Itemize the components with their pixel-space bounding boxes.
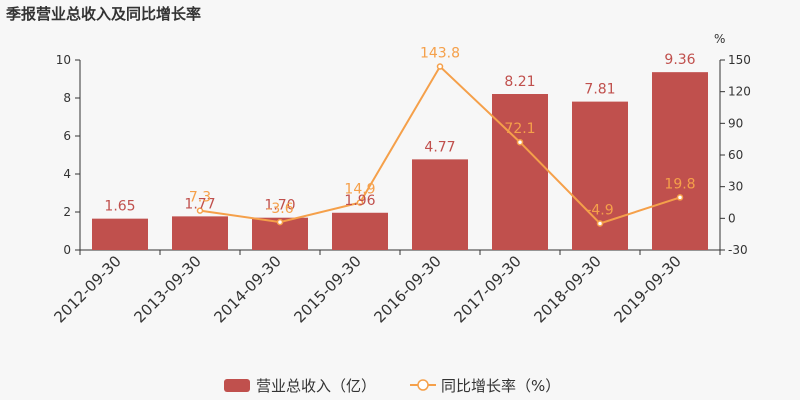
growth-point — [436, 63, 444, 70]
left-axis-tick-label: 2 — [63, 205, 71, 219]
bar-value-label: 1.65 — [104, 199, 135, 215]
legend-swatch-revenue — [224, 379, 250, 392]
chart-title: 季报营业总收入及同比增长率 — [6, 5, 201, 23]
bar — [572, 101, 628, 250]
bar-value-label: 7.81 — [584, 82, 615, 98]
bar-value-label: 1.77 — [184, 196, 215, 212]
legend: 营业总收入（亿） 同比增长率（%） — [224, 377, 560, 395]
growth-point — [196, 207, 204, 214]
bar — [492, 94, 548, 250]
right-axis-tick-label: 150 — [728, 53, 751, 67]
x-axis-tick-label: 2019-09-30 — [610, 252, 684, 326]
bar-value-label: 8.21 — [504, 74, 535, 90]
bar-value-label: 9.36 — [664, 52, 695, 68]
x-axis-tick-label: 2013-09-30 — [130, 252, 204, 326]
right-axis-tick-label: 120 — [728, 85, 751, 99]
growth-value-label: 72.1 — [504, 121, 535, 137]
right-axis-tick-label: -30 — [728, 243, 748, 257]
left-axis-tick-label: 4 — [63, 167, 71, 181]
right-axis-unit: % — [714, 32, 725, 46]
legend-marker-growth — [417, 379, 429, 391]
bar-value-label: 1.70 — [264, 198, 295, 214]
growth-value-label: 14.9 — [344, 182, 375, 198]
x-axis-tick-label: 2015-09-30 — [290, 252, 364, 326]
bar-value-label: 4.77 — [424, 139, 455, 155]
x-axis-tick-label: 2018-09-30 — [530, 252, 604, 326]
bar — [172, 216, 228, 250]
growth-point — [596, 220, 604, 227]
growth-point — [676, 194, 684, 201]
growth-value-label: 7.3 — [189, 190, 211, 206]
right-axis-tick-label: 90 — [728, 116, 743, 130]
x-axis-tick-label: 2014-09-30 — [210, 252, 284, 326]
left-axis-tick-label: 6 — [63, 129, 71, 143]
x-axis-tick-label: 2016-09-30 — [370, 252, 444, 326]
right-axis-tick-label: 60 — [728, 148, 743, 162]
bar — [92, 218, 148, 250]
growth-value-label: -3.6 — [266, 201, 293, 217]
left-axis-tick-label: 10 — [56, 53, 71, 67]
x-axis-tick-label: 2017-09-30 — [450, 252, 524, 326]
growth-value-label: 19.8 — [664, 176, 695, 192]
legend-label-revenue: 营业总收入（亿） — [256, 377, 376, 395]
left-axis-tick-label: 0 — [63, 243, 71, 257]
left-axis-tick-label: 8 — [63, 91, 71, 105]
right-axis-tick-label: 30 — [728, 180, 743, 194]
bar — [652, 72, 708, 250]
bar-value-label: 1.96 — [344, 193, 375, 209]
bar — [332, 212, 388, 250]
growth-point — [516, 138, 524, 146]
growth-value-label: 143.8 — [420, 46, 460, 62]
growth-value-label: -4.9 — [586, 203, 613, 219]
growth-point — [276, 218, 284, 226]
bar — [412, 159, 468, 250]
x-axis-tick-label: 2012-09-30 — [50, 252, 124, 326]
growth-point — [356, 199, 364, 206]
legend-label-growth: 同比增长率（%） — [441, 377, 560, 395]
right-axis-tick-label: 0 — [728, 211, 736, 225]
